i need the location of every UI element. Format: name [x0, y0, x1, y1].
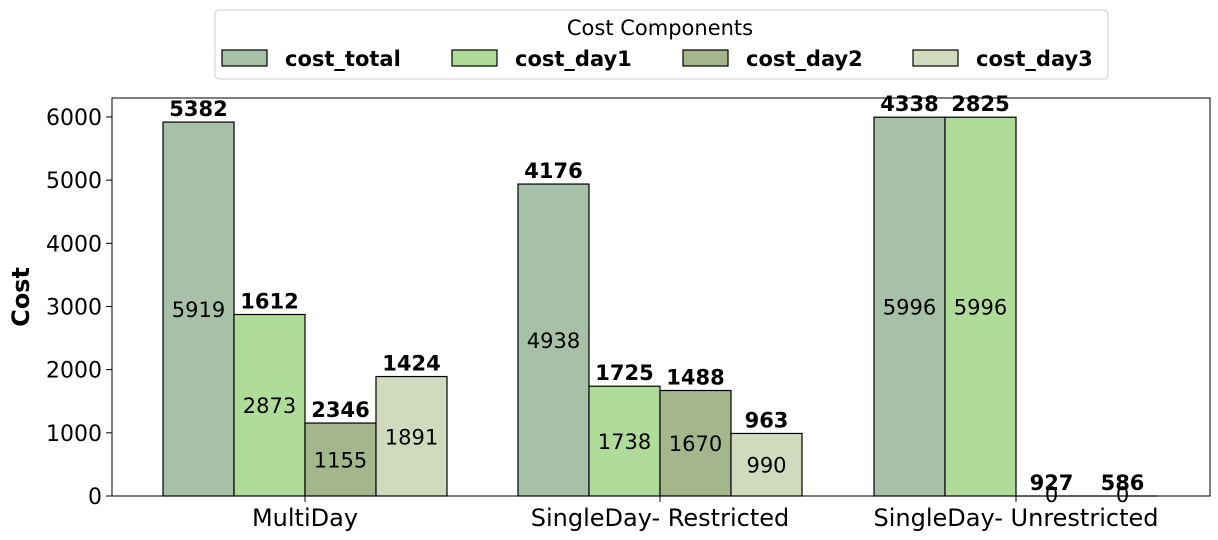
bar-value-label: 5996 [883, 296, 936, 320]
legend-swatch-cost_day2 [682, 49, 729, 67]
legend-label-cost_day3: cost_day3 [976, 47, 1093, 71]
bar-cost_total-2 [873, 116, 946, 497]
x-category-label: SingleDay- Unrestricted [874, 504, 1159, 532]
legend: Cost Components cost_total cost_day1 cost_d… [214, 9, 1109, 80]
legend-label-cost_day2: cost_day2 [746, 47, 863, 71]
plot-frame [111, 97, 1211, 497]
bar-value-label: 1891 [385, 425, 438, 449]
bar-top-label: 2346 [311, 398, 369, 422]
bar-top-label: 586 [1101, 471, 1145, 495]
data-labels: 5919 5382 4938 4176 5996 4338 2873 1612 1738 1725… [169, 92, 1144, 507]
y-axis-title: Cost [7, 267, 35, 327]
bar-cost_day3-1 [730, 432, 803, 497]
y-tick-label: 3000 [46, 295, 102, 320]
legend-swatch-cost_day1 [451, 49, 498, 67]
y-tick-label: 0 [88, 485, 102, 510]
bar-cost_day1-0 [233, 313, 306, 497]
bar-value-label: 0 [1045, 483, 1058, 507]
legend-box [214, 9, 1109, 80]
bar-value-label: 0 [1116, 483, 1129, 507]
bar-value-label: 1670 [669, 432, 722, 456]
bar-value-label: 2873 [243, 394, 296, 418]
bar-top-label: 4338 [880, 92, 938, 116]
bar-top-label: 4176 [524, 159, 582, 183]
bar-cost_day2-1 [659, 389, 732, 497]
bar-top-label: 963 [745, 408, 789, 432]
bar-value-label: 5996 [954, 296, 1007, 320]
bar-cost_total-1 [517, 183, 590, 497]
legend-title: Cost Components [567, 16, 753, 40]
bar-value-label: 1738 [598, 430, 651, 454]
legend-label-cost_total: cost_total [285, 47, 401, 71]
bar-cost_total-0 [162, 121, 235, 497]
bar-top-label: 2825 [951, 92, 1009, 116]
y-tick-label: 6000 [46, 106, 102, 131]
bar-top-label: 1424 [382, 352, 440, 376]
axes: 0 1000 2000 3000 4000 5000 6000 MultiDay SingleD… [7, 97, 1211, 532]
bar-top-label: 1612 [240, 289, 298, 313]
y-tick-label: 5000 [46, 169, 102, 194]
x-category-label: SingleDay- Restricted [531, 504, 789, 532]
bar-value-label: 990 [746, 454, 786, 478]
bar-top-label: 1488 [666, 365, 724, 389]
y-tick-label: 2000 [46, 359, 102, 384]
bar-top-label: 1725 [595, 361, 653, 385]
bar-value-label: 5919 [172, 298, 225, 322]
y-tick-label: 4000 [46, 232, 102, 257]
bar-top-label: 5382 [169, 97, 227, 121]
bar-top-label: 927 [1030, 471, 1074, 495]
bar-cost_day3-0 [375, 375, 448, 497]
legend-swatch-cost_day3 [912, 49, 959, 67]
legend-label-cost_day1: cost_day1 [515, 47, 632, 71]
y-tick-label: 1000 [46, 422, 102, 447]
bars [162, 116, 1158, 497]
legend-swatch-cost_total [221, 49, 268, 67]
x-category-label: MultiDay [252, 504, 358, 532]
bar-value-label: 4938 [527, 329, 580, 353]
bar-value-label: 1155 [314, 449, 367, 473]
